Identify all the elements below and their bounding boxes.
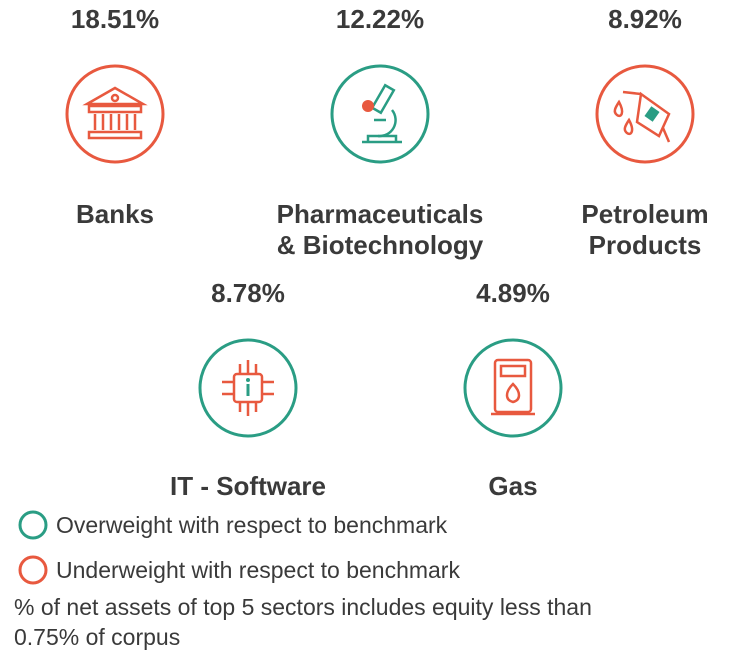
sector-name: IT - Software (118, 471, 378, 502)
sector-percent: 4.89% (476, 278, 550, 308)
name-line: Banks (75, 199, 155, 229)
sector-name: Banks (0, 199, 245, 230)
name-line: Petroleum (581, 199, 709, 229)
legend-item: Overweight with respect to benchmark (16, 510, 447, 540)
name-line: & Biotechnology (276, 230, 484, 260)
sector-icon (595, 64, 695, 164)
footnote: % of net assets of top 5 sectors include… (14, 592, 592, 652)
footnote-line: % of net assets of top 5 sectors include… (14, 594, 592, 620)
legend-swatch (18, 510, 48, 540)
name-line: Products (588, 230, 702, 260)
footnote-line: 0.75% of corpus (14, 624, 181, 650)
legend-label: Underweight with respect to benchmark (56, 556, 460, 583)
name-line: Pharmaceuticals (276, 199, 484, 229)
sector-icon (198, 338, 298, 438)
sector-percent: 12.22% (335, 4, 425, 34)
sector-icon (463, 338, 563, 438)
sector-icon (330, 64, 430, 164)
sector-percent: 18.51% (70, 4, 160, 34)
sector-icon (65, 64, 165, 164)
name-line: Gas (488, 471, 538, 501)
name-line: IT - Software (169, 471, 326, 501)
sector-name: Pharmaceuticals & Biotechnology (250, 199, 510, 261)
legend-label: Overweight with respect to benchmark (56, 511, 448, 538)
sector-name: Gas (383, 471, 643, 502)
sector-name: Petroleum Products (515, 199, 730, 261)
sector-percent: 8.78% (211, 278, 285, 308)
legend-swatch (18, 555, 48, 585)
legend-item: Underweight with respect to benchmark (16, 555, 460, 585)
sector-percent: 8.92% (608, 4, 682, 34)
